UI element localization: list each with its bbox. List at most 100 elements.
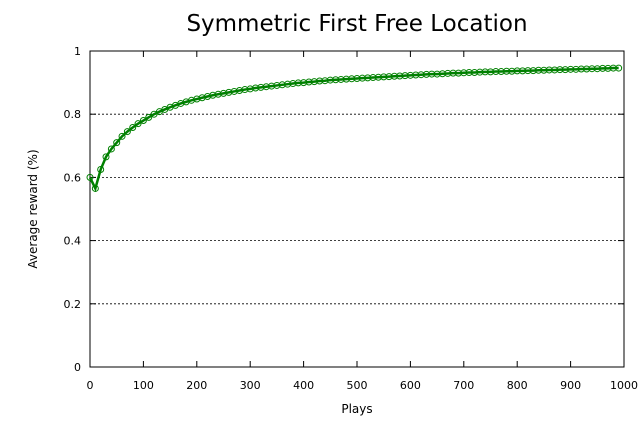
y-tick-label-1: 0.2 bbox=[64, 298, 82, 311]
data-point-0-86 bbox=[545, 66, 553, 74]
data-point-0-83 bbox=[529, 67, 537, 75]
x-tick-label-6: 600 bbox=[400, 379, 421, 392]
x-axis-label: Plays bbox=[341, 402, 372, 416]
data-point-0-29 bbox=[241, 86, 249, 94]
series-layer bbox=[86, 64, 623, 192]
data-point-0-66 bbox=[438, 70, 446, 78]
data-point-0-68 bbox=[449, 69, 457, 77]
data-point-0-73 bbox=[476, 68, 484, 76]
data-point-0-71 bbox=[465, 68, 473, 76]
x-tick-label-7: 700 bbox=[453, 379, 474, 392]
data-point-0-50 bbox=[353, 74, 361, 82]
data-point-0-74 bbox=[481, 68, 489, 76]
data-point-0-10 bbox=[139, 117, 147, 125]
grid-lines bbox=[90, 113, 624, 305]
data-point-0-40 bbox=[300, 79, 308, 87]
data-point-0-43 bbox=[316, 77, 324, 85]
data-point-0-35 bbox=[273, 81, 281, 89]
data-point-0-99 bbox=[615, 64, 623, 72]
x-tick-label-8: 800 bbox=[507, 379, 528, 392]
data-point-0-95 bbox=[593, 65, 601, 73]
data-point-0-78 bbox=[503, 67, 511, 75]
y-tick-label-5: 1 bbox=[74, 45, 81, 58]
data-point-0-89 bbox=[561, 66, 569, 74]
x-tick-label-5: 500 bbox=[347, 379, 368, 392]
data-point-0-72 bbox=[470, 68, 478, 76]
data-point-0-4 bbox=[107, 145, 115, 153]
plot-frame bbox=[89, 50, 625, 368]
x-tick-label-10: 1000 bbox=[610, 379, 638, 392]
data-point-0-34 bbox=[268, 82, 276, 90]
data-point-0-31 bbox=[252, 84, 260, 92]
y-tick-label-4: 0.8 bbox=[64, 108, 82, 121]
data-point-0-38 bbox=[289, 80, 297, 88]
data-point-0-26 bbox=[225, 88, 233, 96]
data-point-0-41 bbox=[305, 78, 313, 86]
data-point-0-64 bbox=[428, 70, 436, 78]
y-tick-label-3: 0.6 bbox=[64, 171, 82, 184]
data-point-0-65 bbox=[433, 70, 441, 78]
chart-title: Symmetric First Free Location bbox=[186, 11, 527, 37]
data-point-0-63 bbox=[422, 70, 430, 78]
data-point-0-77 bbox=[497, 68, 505, 76]
data-point-0-27 bbox=[230, 87, 238, 95]
data-point-0-55 bbox=[380, 73, 388, 81]
data-point-0-3 bbox=[102, 153, 110, 161]
data-point-0-52 bbox=[364, 74, 372, 82]
data-point-0-28 bbox=[236, 87, 244, 94]
data-point-0-61 bbox=[412, 71, 420, 79]
data-point-0-39 bbox=[294, 79, 302, 87]
data-point-0-88 bbox=[556, 66, 564, 74]
data-point-0-56 bbox=[385, 73, 393, 81]
data-point-0-93 bbox=[583, 65, 591, 73]
y-tick-label-0: 0 bbox=[74, 361, 81, 374]
data-point-0-97 bbox=[604, 64, 612, 72]
data-point-0-24 bbox=[214, 90, 222, 98]
data-point-0-8 bbox=[129, 123, 137, 131]
data-point-0-96 bbox=[599, 64, 607, 72]
data-point-0-90 bbox=[567, 65, 575, 73]
data-point-0-9 bbox=[134, 120, 142, 128]
x-tick-label-1: 100 bbox=[133, 379, 154, 392]
data-point-0-70 bbox=[460, 69, 468, 77]
data-point-0-67 bbox=[444, 69, 452, 77]
data-point-0-23 bbox=[209, 91, 217, 99]
x-tick-label-2: 200 bbox=[186, 379, 207, 392]
data-point-0-75 bbox=[487, 68, 494, 76]
data-point-0-37 bbox=[284, 80, 292, 88]
data-point-0-32 bbox=[257, 83, 265, 91]
data-point-0-11 bbox=[145, 113, 153, 121]
data-point-0-30 bbox=[246, 85, 254, 93]
data-point-0-5 bbox=[113, 139, 121, 147]
data-point-0-42 bbox=[310, 78, 318, 86]
data-point-0-36 bbox=[278, 81, 286, 89]
x-tick-label-4: 400 bbox=[293, 379, 314, 392]
x-tick-label-0: 0 bbox=[87, 379, 94, 392]
data-point-0-84 bbox=[535, 66, 543, 74]
data-point-0-51 bbox=[358, 74, 366, 82]
x-axis-ticks: 0 100 200 300 400 500 600 700 800 900 1000 bbox=[87, 51, 638, 392]
data-point-0-57 bbox=[390, 72, 398, 80]
data-point-0-46 bbox=[332, 76, 340, 84]
data-point-0-53 bbox=[369, 74, 377, 82]
y-axis-ticks: 0 0.2 0.4 0.6 0.8 1 bbox=[64, 45, 624, 374]
data-point-0-1 bbox=[91, 184, 99, 192]
data-point-0-45 bbox=[326, 76, 334, 84]
series-line-0 bbox=[88, 66, 619, 192]
data-point-0-87 bbox=[551, 66, 559, 74]
data-point-0-82 bbox=[524, 67, 532, 75]
data-point-0-2 bbox=[97, 166, 105, 173]
x-tick-label-3: 300 bbox=[240, 379, 261, 392]
data-point-0-48 bbox=[342, 75, 350, 83]
data-point-0-44 bbox=[321, 77, 329, 85]
data-point-0-54 bbox=[374, 73, 382, 81]
data-point-0-33 bbox=[262, 83, 270, 91]
data-point-0-80 bbox=[513, 67, 521, 75]
data-point-0-85 bbox=[540, 66, 548, 74]
data-point-0-79 bbox=[508, 67, 516, 75]
data-point-0-60 bbox=[406, 71, 414, 79]
data-point-0-47 bbox=[337, 75, 345, 83]
data-point-0-58 bbox=[396, 72, 404, 80]
data-point-0-0 bbox=[86, 173, 94, 181]
data-point-0-94 bbox=[588, 65, 596, 73]
